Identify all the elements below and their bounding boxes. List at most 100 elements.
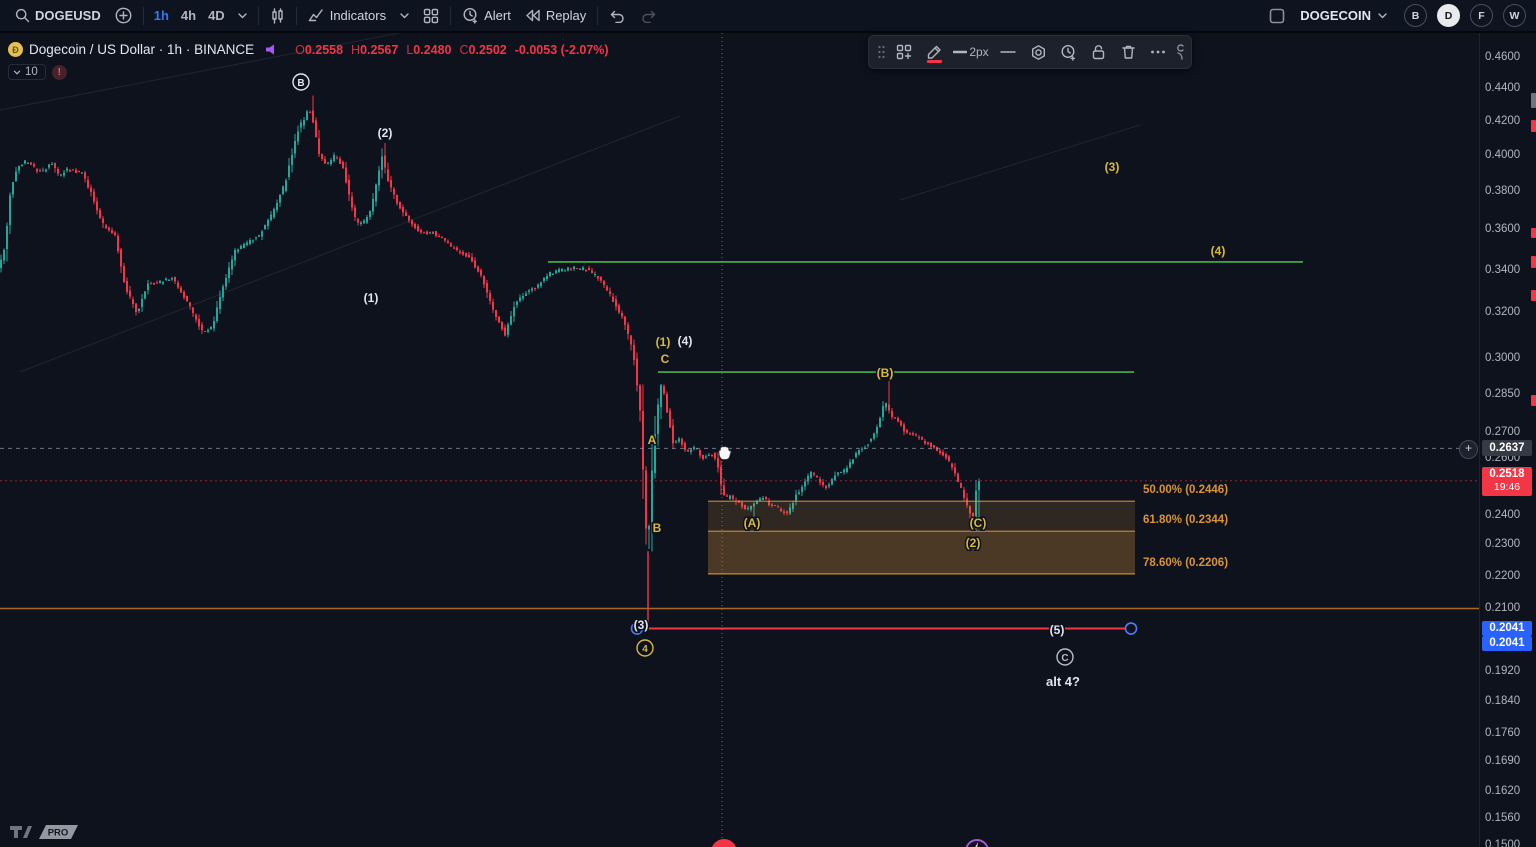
redo-button[interactable]: [633, 3, 664, 29]
axis-edge-mark: [1531, 228, 1536, 238]
symbol-search[interactable]: DOGEUSD: [8, 3, 108, 29]
grid-icon: [423, 8, 439, 24]
watchlist-name: DOGECOIN: [1300, 8, 1371, 23]
price-tick: 0.1760: [1485, 726, 1521, 739]
hand-cursor: [718, 446, 732, 460]
bar-countdown: 19:46: [1493, 480, 1521, 493]
plus-circle-icon: [115, 7, 132, 24]
divider: [257, 6, 259, 25]
delete-button[interactable]: [1113, 38, 1143, 66]
interval-1h-button[interactable]: 1h: [153, 8, 169, 23]
more-options-button[interactable]: [1143, 38, 1173, 66]
wave-label: (3): [634, 618, 649, 632]
line-color-button[interactable]: [919, 38, 949, 66]
circled-wave-label: [1056, 648, 1074, 666]
fib-level-label: 61.80% (0.2344): [1143, 514, 1228, 526]
bottom-markers: [712, 839, 989, 847]
line-width-label: 2px: [969, 45, 989, 59]
divider: [450, 6, 452, 25]
divider: [597, 6, 599, 25]
settings-button[interactable]: [1023, 38, 1053, 66]
layout-square-button[interactable]: [1269, 8, 1285, 24]
axis-edge-mark: [1531, 395, 1536, 406]
wave-label: C: [1061, 653, 1068, 664]
compare-add-button[interactable]: [108, 3, 139, 29]
indicators-label: Indicators: [329, 8, 387, 23]
price-tick: 0.4400: [1485, 82, 1521, 95]
legend-collapse-pill[interactable]: 10: [8, 64, 46, 80]
toolbar-right-cluster: DOGECOIN B D F W: [1269, 3, 1536, 29]
line-style-button[interactable]: [993, 38, 1023, 66]
divider: [142, 6, 144, 25]
lock-button[interactable]: [1083, 38, 1113, 66]
divider: [295, 6, 297, 25]
chevron-down-icon: [1378, 12, 1387, 19]
wave-labels: B (2) (1) (1) (4) C A B (A) (B) (C) (2) (3) (4) 4 (3) (5…: [292, 73, 1227, 691]
price-tick: 0.4600: [1485, 51, 1521, 63]
template-button[interactable]: [889, 38, 919, 66]
ohlc-values: O0.2558 H0.2567 L0.2480 C0.2502 -0.0053 …: [295, 42, 609, 57]
price-tick: 0.1500: [1485, 839, 1521, 847]
symbol-title[interactable]: Dogecoin / US Dollar · 1h · BINANCE: [29, 42, 255, 57]
replay-button[interactable]: Replay: [518, 3, 593, 29]
chart-style-button[interactable]: [263, 3, 292, 29]
indicator-templates-button[interactable]: [393, 3, 416, 29]
price-axis[interactable]: 0.4600 0.4400 0.4200 0.4000 0.3800 0.3600 0.34…: [1479, 33, 1536, 847]
alert-label: Alert: [484, 8, 511, 23]
wave-label: alt 4?: [1046, 674, 1080, 689]
flash-marker-icon: [965, 839, 989, 847]
wave-label: (4): [678, 334, 693, 348]
watchlist-tab-d[interactable]: D: [1437, 4, 1460, 27]
toolbar-drag-handle[interactable]: [873, 38, 889, 66]
price-tick: 0.1920: [1485, 665, 1521, 678]
chart-legend: Ð Dogecoin / US Dollar · 1h · BINANCE O0…: [8, 42, 609, 80]
data-warning-icon[interactable]: !: [51, 64, 67, 80]
axis-edge-mark: [1531, 290, 1536, 301]
watchlist-selector[interactable]: DOGECOIN: [1293, 3, 1394, 29]
line-endpoint-handle[interactable]: [1124, 622, 1138, 635]
interval-4d-button[interactable]: 4D: [208, 8, 225, 23]
price-tick: 0.2200: [1485, 569, 1521, 582]
red-marker-dot: [712, 839, 736, 847]
undo-arrow-icon: [609, 9, 626, 23]
interval-4h-button[interactable]: 4h: [180, 8, 197, 23]
price-tick: 0.2100: [1485, 602, 1521, 615]
price-tick: 0.1690: [1485, 755, 1521, 768]
crosshair-plus-button[interactable]: +: [1459, 439, 1478, 459]
price-tick: 0.4200: [1485, 114, 1521, 127]
layout-grid-button[interactable]: [416, 3, 446, 29]
replay-icon: [525, 9, 541, 22]
indicators-button[interactable]: Indicators: [301, 3, 393, 29]
wave-label: C: [661, 352, 670, 366]
tradingview-logo[interactable]: PRO: [10, 823, 78, 841]
interval-menu-button[interactable]: [231, 3, 254, 29]
wave-label: B: [297, 78, 304, 89]
chevron-down-icon: [238, 12, 247, 19]
watchlist-tab-w[interactable]: W: [1503, 4, 1526, 27]
hidden-indicators-count: 10: [25, 66, 38, 78]
add-alert-button[interactable]: [1053, 38, 1083, 66]
crosshair-price-box: 0.2637: [1482, 440, 1532, 457]
fib-retracement: 50.00% (0.2446) 61.80% (0.2344) 78.60% (0.…: [708, 484, 1228, 575]
drawing-toolbar: 2px: [868, 35, 1192, 69]
alert-button[interactable]: Alert: [455, 3, 518, 29]
wave-label: (4): [1211, 244, 1226, 258]
candles: [0, 95, 981, 552]
axis-edge-mark: [1531, 120, 1536, 132]
undo-button[interactable]: [602, 3, 633, 29]
wave-label: (1): [364, 291, 379, 305]
watchlist-tab-f[interactable]: F: [1470, 4, 1493, 27]
stream-icon[interactable]: [264, 43, 277, 56]
alert-clock-icon: [462, 7, 479, 24]
wave-label: (3): [1105, 160, 1120, 174]
line-width-button[interactable]: 2px: [949, 38, 993, 66]
circled-wave-label: [636, 639, 654, 657]
price-tick: 0.3000: [1485, 351, 1521, 364]
line-endpoint-handle[interactable]: [630, 622, 644, 635]
watchlist-tab-b[interactable]: B: [1404, 4, 1427, 27]
price-tick: 0.2700: [1485, 425, 1521, 438]
search-icon: [15, 8, 30, 23]
wave-label: (C): [970, 516, 987, 530]
